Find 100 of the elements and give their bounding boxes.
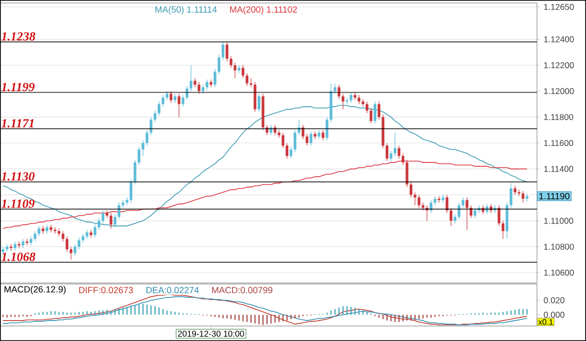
candlestick bbox=[458, 202, 460, 220]
candlestick bbox=[134, 160, 136, 185]
y-tick-label: 1.11000 bbox=[544, 218, 574, 224]
candlestick bbox=[138, 146, 140, 166]
x-tick-label: 2019-12-30 10:00 bbox=[178, 330, 244, 337]
candlestick bbox=[198, 82, 200, 94]
candlestick bbox=[502, 220, 504, 240]
candlestick bbox=[334, 83, 336, 94]
candlestick bbox=[266, 124, 268, 136]
candlestick bbox=[278, 130, 280, 138]
candlestick bbox=[202, 84, 204, 94]
candlestick bbox=[302, 124, 304, 140]
candlestick bbox=[126, 197, 128, 206]
y-tick-label: 1.12400 bbox=[544, 36, 574, 42]
candlestick bbox=[366, 101, 368, 114]
candlestick bbox=[94, 224, 96, 238]
candlestick bbox=[406, 160, 408, 188]
candlestick bbox=[66, 236, 68, 252]
candlestick bbox=[390, 150, 392, 162]
candlestick bbox=[318, 130, 320, 140]
candlestick bbox=[410, 182, 412, 198]
candlestick bbox=[510, 182, 512, 208]
candlestick bbox=[338, 84, 340, 100]
candlestick bbox=[22, 238, 24, 248]
candlestick bbox=[98, 218, 100, 230]
candlestick bbox=[322, 130, 324, 141]
candlestick bbox=[370, 108, 372, 124]
candlestick bbox=[290, 146, 292, 159]
candlestick bbox=[498, 204, 500, 226]
candlestick bbox=[394, 132, 396, 156]
ref-line-label: 1.1199 bbox=[1, 82, 35, 92]
candlestick bbox=[110, 212, 112, 229]
text: 1.11190 bbox=[539, 192, 570, 200]
y-tick-label: 1.11600 bbox=[544, 140, 574, 146]
candlestick bbox=[442, 194, 444, 203]
candlestick bbox=[434, 196, 436, 206]
y-tick-label: 1.11400 bbox=[544, 166, 574, 172]
candlestick bbox=[218, 54, 220, 75]
candlestick bbox=[246, 72, 248, 86]
y-tick-label: 1.10800 bbox=[544, 244, 574, 250]
candlestick bbox=[466, 197, 468, 230]
candlestick bbox=[354, 92, 356, 101]
candlestick bbox=[522, 190, 524, 203]
y-tick-label: 0.000 bbox=[544, 312, 564, 318]
candlestick bbox=[386, 142, 388, 162]
candlestick bbox=[166, 90, 168, 101]
ref-line-label: 1.1238 bbox=[1, 32, 36, 41]
candlestick bbox=[142, 140, 144, 156]
candlestick bbox=[106, 210, 108, 218]
candlestick bbox=[454, 214, 456, 224]
ref-line-label: 1.1130 bbox=[1, 172, 35, 181]
candlestick bbox=[378, 101, 380, 120]
candlestick bbox=[234, 62, 236, 78]
candlestick bbox=[222, 42, 224, 60]
y-tick-label: 0.020 bbox=[544, 297, 564, 304]
candlestick bbox=[342, 93, 344, 110]
candlestick bbox=[214, 68, 216, 88]
candlestick bbox=[230, 56, 232, 68]
candlestick bbox=[154, 110, 156, 123]
candlestick bbox=[58, 228, 60, 237]
candlestick bbox=[310, 131, 312, 146]
ref-line-label: 1.1068 bbox=[1, 252, 36, 262]
candlestick bbox=[438, 196, 440, 203]
candlestick bbox=[526, 193, 528, 202]
candlestick bbox=[470, 204, 472, 218]
candlestick bbox=[446, 194, 448, 214]
candlestick bbox=[414, 192, 416, 206]
candlestick bbox=[118, 202, 120, 220]
candlestick bbox=[270, 124, 272, 136]
candlestick bbox=[226, 42, 228, 62]
candlestick bbox=[174, 93, 176, 104]
candlestick bbox=[170, 90, 172, 104]
candlestick bbox=[62, 230, 64, 242]
candlestick bbox=[358, 94, 360, 104]
candlestick bbox=[114, 214, 116, 228]
candlestick bbox=[282, 132, 284, 148]
candlestick bbox=[182, 94, 184, 107]
candlestick bbox=[326, 116, 328, 141]
candlestick bbox=[42, 226, 44, 234]
candlestick bbox=[146, 130, 148, 146]
candlestick bbox=[186, 86, 188, 101]
candlestick bbox=[6, 244, 8, 252]
candlestick bbox=[34, 230, 36, 242]
candlestick bbox=[70, 246, 72, 260]
candlestick bbox=[102, 210, 104, 224]
candlestick bbox=[38, 226, 40, 237]
candlestick bbox=[346, 97, 348, 104]
candlestick bbox=[422, 202, 424, 211]
candlestick bbox=[486, 204, 488, 215]
y-tick-label: 1.11800 bbox=[544, 114, 574, 120]
candlestick bbox=[418, 194, 420, 208]
ref-line-label: 1.1171 bbox=[1, 119, 34, 128]
candlestick bbox=[194, 78, 196, 88]
candlestick bbox=[90, 230, 92, 238]
candlestick bbox=[150, 116, 152, 136]
candlestick bbox=[294, 130, 296, 152]
candlestick bbox=[306, 134, 308, 146]
candlestick bbox=[274, 124, 276, 136]
candlestick bbox=[474, 208, 476, 218]
candlestick bbox=[178, 93, 180, 118]
